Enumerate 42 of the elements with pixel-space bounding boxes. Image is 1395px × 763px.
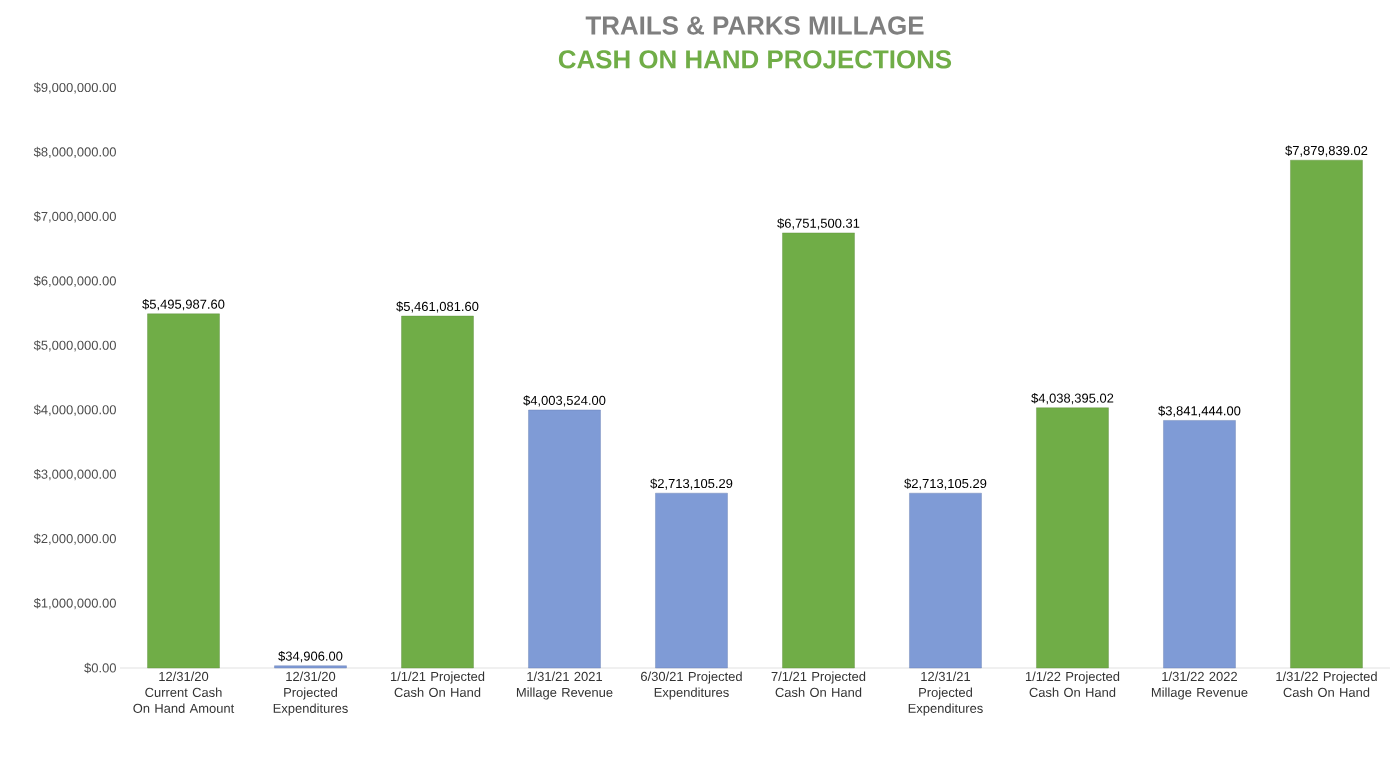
- bar: [1036, 407, 1109, 669]
- y-tick-label: $9,000,000.00: [33, 82, 116, 94]
- y-tick-label: $5,000,000.00: [33, 340, 116, 352]
- data-label: $4,038,395.02: [1031, 392, 1114, 405]
- y-tick-label: $0.00: [84, 662, 116, 674]
- data-label: $6,751,500.31: [777, 218, 860, 230]
- x-tick-label: 12/31/20 Current Cash On Hand Amount: [133, 671, 235, 713]
- bar: [401, 315, 474, 669]
- bar: [782, 232, 855, 669]
- bar: [147, 313, 220, 669]
- y-tick-label: $7,000,000.00: [33, 211, 116, 223]
- bar: [1290, 159, 1363, 669]
- x-tick-label: 7/1/21 Projected Cash On Hand: [771, 671, 866, 697]
- x-tick-label: 6/30/21 Projected Expenditures: [641, 671, 742, 700]
- data-label: $2,713,105.29: [904, 478, 987, 490]
- data-label: $5,461,081.60: [396, 301, 479, 313]
- bar: [909, 492, 982, 669]
- data-label: $5,495,987.60: [142, 299, 225, 311]
- data-label: $2,713,105.29: [650, 478, 733, 490]
- x-tick-label: 12/31/20 Projected Expenditures: [273, 671, 348, 716]
- data-label: $7,879,839.02: [1285, 145, 1368, 157]
- bar: [1163, 420, 1236, 669]
- y-tick-label: $1,000,000.00: [33, 597, 116, 610]
- y-tick-label: $2,000,000.00: [33, 533, 116, 545]
- y-tick-label: $4,000,000.00: [33, 404, 116, 416]
- x-tick-label: 1/1/22 Projected Cash On Hand: [1025, 671, 1120, 697]
- x-tick-label: 1/31/22 Projected Cash On Hand: [1276, 671, 1377, 697]
- x-tick-label: 1/1/21 Projected Cash On Hand: [390, 671, 485, 697]
- y-tick-label: $8,000,000.00: [33, 146, 116, 159]
- data-label: $34,906.00: [278, 650, 343, 663]
- x-tick-label: 1/31/22 2022 Millage Revenue: [1151, 671, 1248, 700]
- chart-subtitle: CASH ON HAND PROJECTIONS: [558, 50, 952, 69]
- data-label: $3,841,444.00: [1158, 405, 1241, 417]
- x-tick-label: 1/31/21 2021 Millage Revenue: [516, 671, 613, 700]
- chart-title: TRAILS & PARKS MILLAGE: [585, 16, 924, 35]
- bar: [528, 409, 601, 669]
- bar: [655, 492, 728, 669]
- y-tick-label: $6,000,000.00: [33, 275, 116, 287]
- data-label: $4,003,524.00: [523, 395, 606, 407]
- bar: [274, 665, 347, 669]
- y-tick-label: $3,000,000.00: [33, 469, 116, 481]
- x-tick-label: 12/31/21 Projected Expenditures: [908, 671, 983, 716]
